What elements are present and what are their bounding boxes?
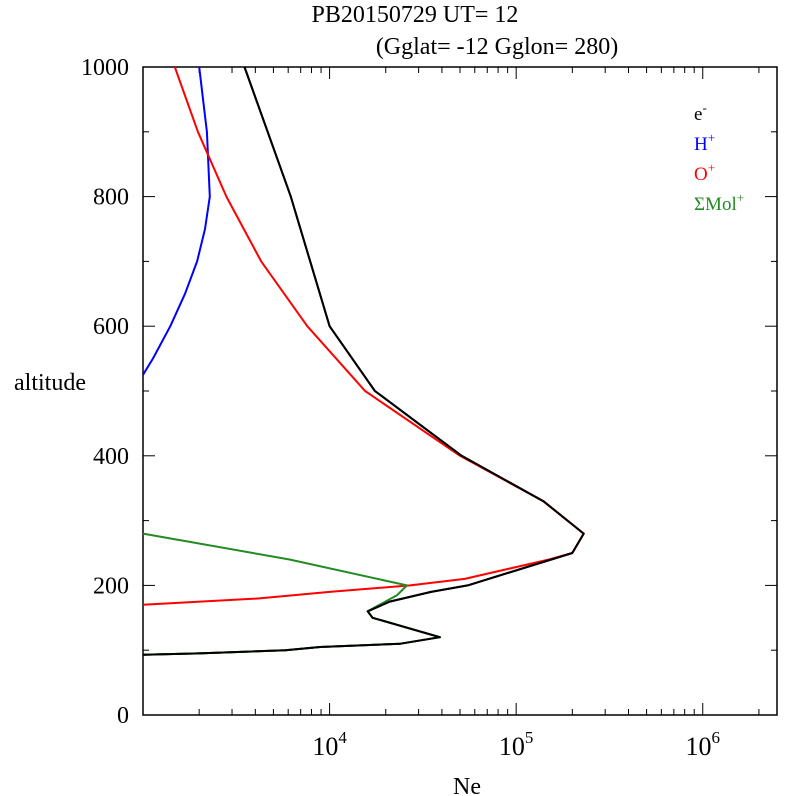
legend-entry: O+ xyxy=(694,160,715,185)
legend-entry: H+ xyxy=(694,130,715,155)
x-tick-label: 106 xyxy=(686,728,721,761)
plot-frame xyxy=(142,66,778,716)
series-line-3 xyxy=(142,532,441,656)
legend-entry: ΣMol+ xyxy=(694,190,744,215)
y-tick-label: 600 xyxy=(93,314,129,340)
x-tick-label: 104 xyxy=(312,728,347,761)
series-line-e-top xyxy=(142,66,585,656)
y-tick-label: 800 xyxy=(93,185,129,211)
y-axis-label: altitude xyxy=(14,370,86,396)
series-line-1 xyxy=(142,66,211,376)
x-tick-label: 105 xyxy=(499,728,534,761)
chart-subtitle: (Gglat= -12 Gglon= 280) xyxy=(376,34,618,60)
legend-entry: e- xyxy=(694,100,707,125)
chart-title: PB20150729 UT= 12 xyxy=(312,2,519,28)
y-tick-label: 1000 xyxy=(81,55,129,81)
y-tick-label: 0 xyxy=(117,703,129,729)
series-line-2 xyxy=(142,66,585,606)
y-tick-label: 200 xyxy=(93,573,129,599)
x-axis-label: Ne xyxy=(453,774,481,796)
y-tick-label: 400 xyxy=(93,444,129,470)
